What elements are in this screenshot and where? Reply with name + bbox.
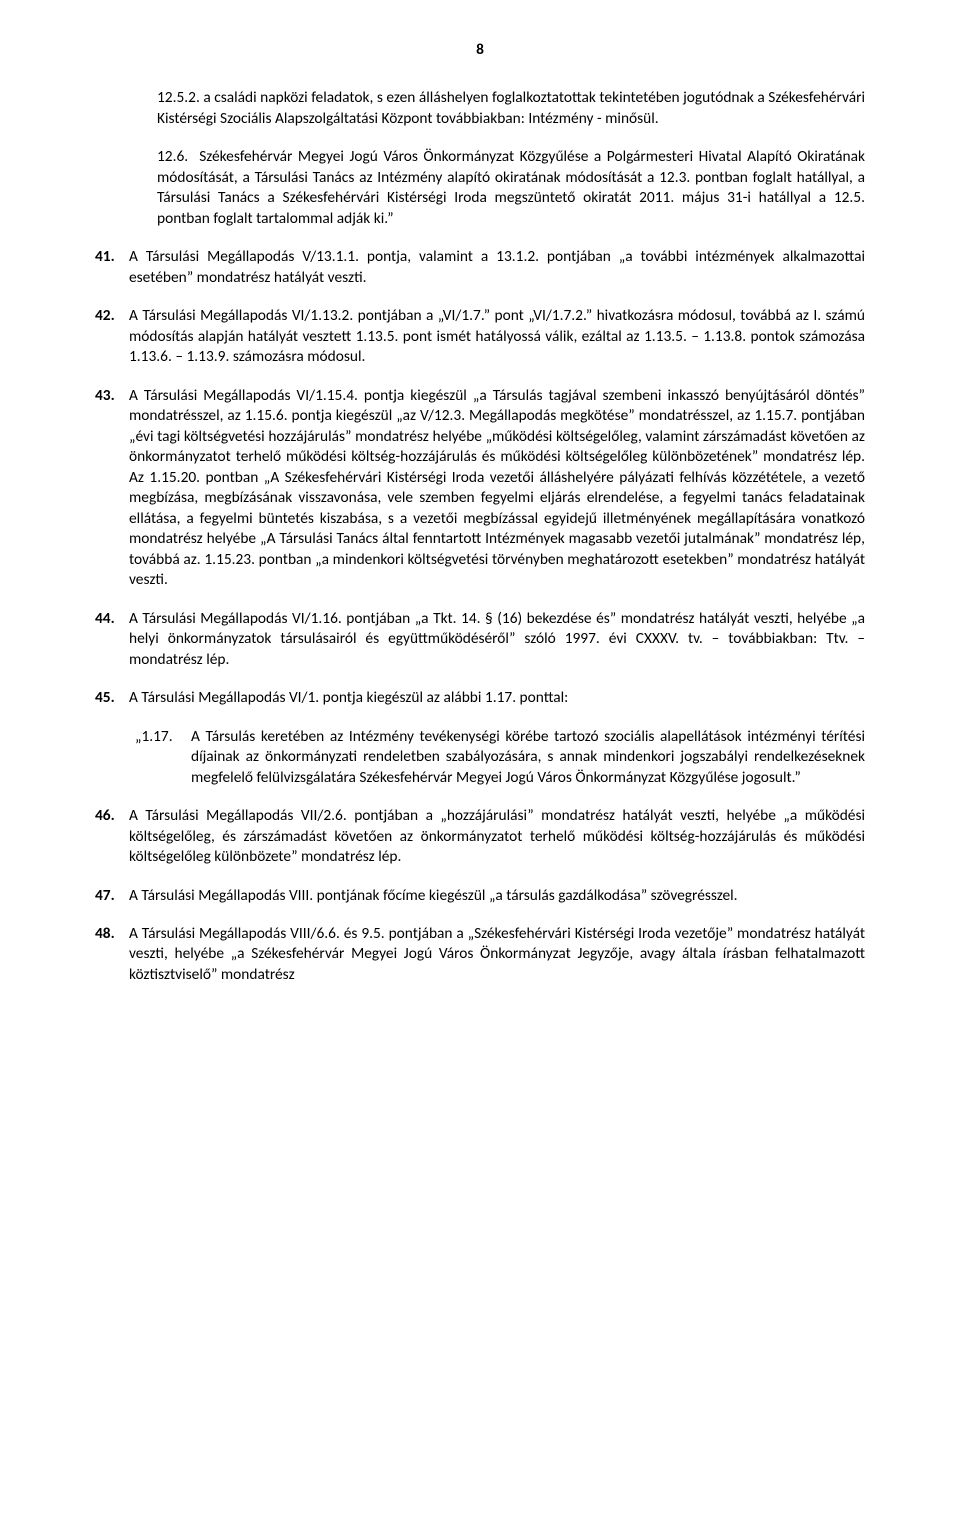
quote-number: „1.17. (135, 727, 191, 788)
quoted-clause: „1.17. A Társulás keretében az Intézmény… (95, 727, 865, 788)
item-text: A Társulási Megállapodás VI/1.16. pontjá… (129, 609, 865, 670)
list-item: 43. A Társulási Megállapodás VI/1.15.4. … (95, 386, 865, 591)
list-item: 47. A Társulási Megállapodás VIII. pontj… (95, 886, 865, 906)
list-item: 44. A Társulási Megállapodás VI/1.16. po… (95, 609, 865, 670)
item-number: 43. (95, 386, 129, 591)
list-item: 45. A Társulási Megállapodás VI/1. pontj… (95, 688, 865, 708)
item-number: 44. (95, 609, 129, 670)
list-item: 42. A Társulási Megállapodás VI/1.13.2. … (95, 306, 865, 367)
list-item: 41. A Társulási Megállapodás V/13.1.1. p… (95, 247, 865, 288)
page-number: 8 (95, 40, 865, 60)
paragraph-12-6: 12.6. Székesfehérvár Megyei Jogú Város Ö… (95, 147, 865, 229)
item-number: 41. (95, 247, 129, 288)
item-text: A Társulási Megállapodás VIII. pontjának… (129, 886, 865, 906)
item-number: 42. (95, 306, 129, 367)
item-text: A Társulási Megállapodás V/13.1.1. pontj… (129, 247, 865, 288)
quote-text: A Társulás keretében az Intézmény tevéke… (191, 727, 865, 788)
item-text: A Társulási Megállapodás VI/1.13.2. pont… (129, 306, 865, 367)
list-item: 46. A Társulási Megállapodás VII/2.6. po… (95, 806, 865, 867)
item-number: 48. (95, 924, 129, 985)
item-text: A Társulási Megállapodás VI/1. pontja ki… (129, 688, 865, 708)
item-text: A Társulási Megállapodás VIII/6.6. és 9.… (129, 924, 865, 985)
list-item: 48. A Társulási Megállapodás VIII/6.6. é… (95, 924, 865, 985)
item-number: 47. (95, 886, 129, 906)
document-page: 8 12.5.2. a családi napközi feladatok, s… (0, 0, 960, 1537)
item-number: 46. (95, 806, 129, 867)
item-text: A Társulási Megállapodás VI/1.15.4. pont… (129, 386, 865, 591)
item-text: A Társulási Megállapodás VII/2.6. pontjá… (129, 806, 865, 867)
paragraph-12-5-2: 12.5.2. a családi napközi feladatok, s e… (95, 88, 865, 129)
item-number: 45. (95, 688, 129, 708)
